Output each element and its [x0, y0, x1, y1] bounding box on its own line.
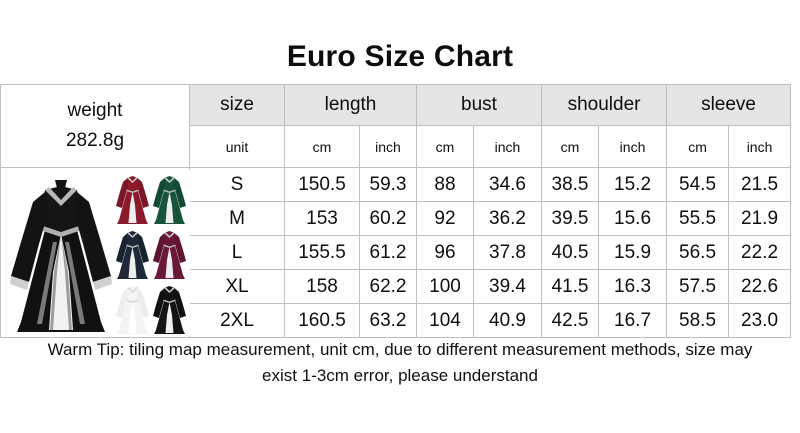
- weight-label: weight: [67, 100, 123, 121]
- cell-sleeve-inch: 22.2: [728, 235, 792, 270]
- header-size: size: [189, 84, 285, 126]
- cell-bust-cm: 100: [416, 269, 474, 304]
- cell-bust-inch: 40.9: [472, 303, 543, 338]
- cell-length-cm: 155.5: [284, 235, 360, 270]
- dress-variant-navy-icon: [116, 230, 149, 279]
- cell-length-inch: 63.2: [359, 303, 417, 338]
- cell-length-inch: 62.2: [359, 269, 417, 304]
- dress-variant-burgundy-icon: [153, 230, 186, 279]
- cell-size: XL: [189, 269, 285, 304]
- cell-size: 2XL: [189, 303, 285, 338]
- dress-variant-grid: [115, 172, 189, 334]
- cell-bust-cm: 88: [416, 167, 474, 202]
- unit-shoulder-inch: inch: [598, 125, 668, 168]
- dress-variant-black-icon: [153, 285, 186, 334]
- size-table-container: weight 282.8g size length bust shoulder …: [0, 84, 800, 338]
- product-image-collage: [0, 167, 190, 338]
- table-group-header-row: weight 282.8g size length bust shoulder …: [0, 84, 792, 168]
- cell-sleeve-cm: 54.5: [666, 167, 730, 202]
- dress-variant-dark-red-icon: [116, 175, 149, 224]
- cell-sleeve-inch: 23.0: [728, 303, 792, 338]
- warm-tip-line-1: Warm Tip: tiling map measurement, unit c…: [47, 340, 753, 359]
- cell-length-inch: 61.2: [359, 235, 417, 270]
- table-unit-row: unit cm inch cm inch cm inch cm inch: [1, 125, 792, 168]
- page-title: Euro Size Chart: [286, 40, 514, 73]
- cell-bust-cm: 92: [416, 201, 474, 236]
- cell-shoulder-inch: 16.7: [598, 303, 668, 338]
- cell-sleeve-cm: 55.5: [666, 201, 730, 236]
- warm-tip-line-2: exist 1-3cm error, please understand: [262, 366, 538, 385]
- cell-shoulder-cm: 39.5: [541, 201, 600, 236]
- cell-bust-inch: 37.8: [472, 235, 543, 270]
- unit-length-inch: inch: [359, 125, 417, 168]
- unit-bust-inch: inch: [472, 125, 543, 168]
- dress-variant-white-icon: [116, 285, 149, 334]
- cell-shoulder-cm: 38.5: [541, 167, 600, 202]
- table-row: S 150.5 59.3 88 34.6 38.5 15.2 54.5 21.5: [0, 167, 792, 338]
- cell-shoulder-cm: 40.5: [541, 235, 600, 270]
- cell-sleeve-inch: 22.6: [728, 269, 792, 304]
- table-row: XL 158 62.2 100 39.4 41.5 16.3 57.5 22.6: [1, 269, 792, 304]
- cell-length-cm: 153: [284, 201, 360, 236]
- table-row: 2XL 160.5 63.2 104 40.9 42.5 16.7 58.5 2…: [1, 303, 792, 338]
- cell-length-cm: 150.5: [284, 167, 360, 202]
- unit-sleeve-inch: inch: [728, 125, 792, 168]
- unit-length-cm: cm: [284, 125, 360, 168]
- weight-cell: weight 282.8g: [0, 84, 190, 168]
- table-row: M 153 60.2 92 36.2 39.5 15.6 55.5 21.9: [1, 201, 792, 236]
- cell-bust-inch: 34.6: [472, 167, 543, 202]
- cell-bust-cm: 96: [416, 235, 474, 270]
- dress-variant-dark-green-icon: [153, 175, 186, 224]
- unit-bust-cm: cm: [416, 125, 474, 168]
- cell-sleeve-cm: 56.5: [666, 235, 730, 270]
- cell-bust-inch: 39.4: [472, 269, 543, 304]
- cell-length-cm: 160.5: [284, 303, 360, 338]
- header-length: length: [284, 84, 417, 126]
- cell-shoulder-inch: 15.9: [598, 235, 668, 270]
- cell-sleeve-cm: 57.5: [666, 269, 730, 304]
- weight-value: 282.8g: [65, 130, 125, 151]
- unit-shoulder-cm: cm: [541, 125, 600, 168]
- cell-size: M: [189, 201, 285, 236]
- cell-bust-cm: 104: [416, 303, 474, 338]
- cell-sleeve-inch: 21.5: [728, 167, 792, 202]
- cell-shoulder-cm: 42.5: [541, 303, 600, 338]
- unit-label: unit: [189, 125, 285, 168]
- cell-length-inch: 59.3: [359, 167, 417, 202]
- medieval-dress-black-large-icon: [10, 179, 112, 332]
- cell-size: L: [189, 235, 285, 270]
- header-sleeve: sleeve: [666, 84, 792, 126]
- cell-sleeve-cm: 58.5: [666, 303, 730, 338]
- cell-sleeve-inch: 21.9: [728, 201, 792, 236]
- cell-shoulder-inch: 16.3: [598, 269, 668, 304]
- cell-shoulder-inch: 15.6: [598, 201, 668, 236]
- cell-shoulder-cm: 41.5: [541, 269, 600, 304]
- header-shoulder: shoulder: [541, 84, 668, 126]
- cell-shoulder-inch: 15.2: [598, 167, 668, 202]
- cell-length-cm: 158: [284, 269, 360, 304]
- table-row: L 155.5 61.2 96 37.8 40.5 15.9 56.5 22.2: [1, 235, 792, 270]
- warm-tip-note: Warm Tip: tiling map measurement, unit c…: [0, 337, 800, 389]
- cell-length-inch: 60.2: [359, 201, 417, 236]
- cell-bust-inch: 36.2: [472, 201, 543, 236]
- cell-size: S: [189, 167, 285, 202]
- unit-sleeve-cm: cm: [666, 125, 730, 168]
- header-bust: bust: [415, 84, 543, 126]
- size-table: weight 282.8g size length bust shoulder …: [0, 84, 792, 338]
